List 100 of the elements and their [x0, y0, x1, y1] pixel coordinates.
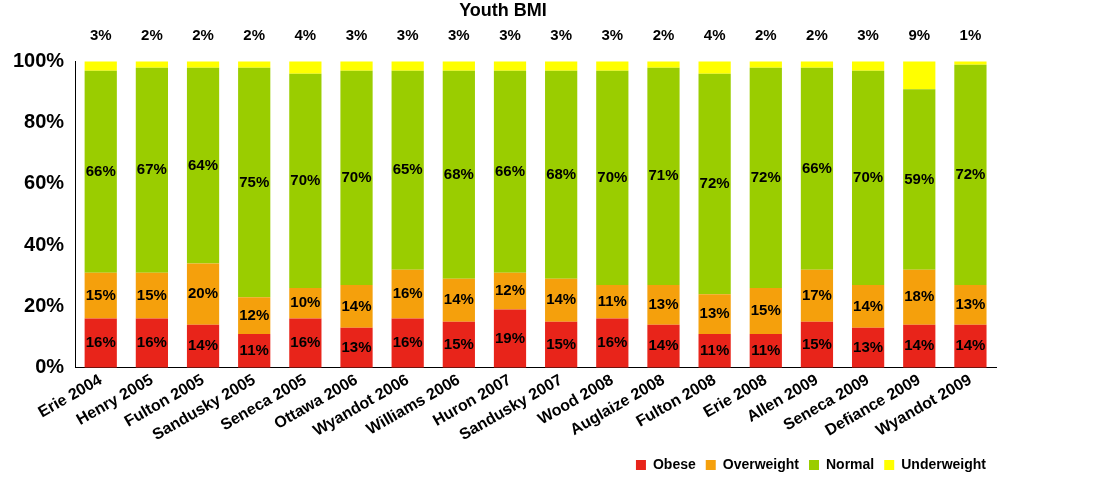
bar [493, 309, 527, 368]
legend-label: Normal [825, 455, 875, 472]
data-label: 11% [239, 340, 269, 358]
y-tick-label: 80% [24, 110, 65, 133]
data-label: 3% [448, 26, 470, 44]
bar [647, 61, 680, 68]
y-tick-label: 20% [24, 293, 65, 316]
data-label: 16% [597, 333, 628, 351]
bar [289, 73, 322, 289]
data-label: 2% [243, 26, 266, 44]
data-label: 14% [443, 290, 474, 308]
bar [442, 61, 475, 71]
data-label: 14% [955, 336, 986, 354]
data-label: 64% [188, 155, 219, 173]
legend-label: Obese [652, 455, 696, 472]
bar [800, 61, 834, 68]
bar [749, 67, 782, 289]
data-label: 13% [955, 294, 986, 312]
data-label: 3% [345, 26, 368, 44]
data-label: 2% [652, 26, 675, 44]
bar [186, 67, 220, 264]
data-label: 2% [806, 26, 828, 44]
bar [800, 67, 834, 270]
bar [545, 61, 578, 71]
bar [135, 67, 168, 273]
y-tick-label: 0% [35, 355, 65, 378]
bar [596, 70, 629, 285]
bar [238, 67, 271, 298]
bar [84, 61, 117, 71]
data-label: 15% [750, 301, 781, 319]
bar [84, 70, 117, 273]
data-label: 70% [290, 171, 321, 189]
bar [903, 89, 936, 270]
data-label: 3% [499, 26, 521, 44]
data-label: 16% [85, 333, 116, 351]
data-label: 11% [751, 340, 781, 358]
data-label: 67% [136, 160, 167, 178]
data-label: 3% [396, 26, 419, 44]
data-label: 71% [648, 166, 679, 184]
data-label: 14% [188, 336, 219, 354]
bar [186, 61, 220, 68]
data-label: 13% [648, 294, 679, 312]
bar [340, 61, 373, 71]
data-label: 15% [136, 285, 167, 303]
bar [851, 61, 885, 71]
data-label: 14% [853, 296, 884, 314]
data-label: 13% [853, 337, 884, 355]
data-label: 18% [904, 287, 935, 305]
data-label: 12% [494, 281, 526, 299]
data-label: 3% [857, 26, 879, 44]
bar [545, 70, 578, 279]
data-label: 14% [546, 290, 577, 308]
data-label: 16% [290, 333, 321, 351]
y-tick-label: 100% [13, 49, 65, 72]
bar [493, 70, 527, 273]
y-tick-label: 60% [24, 171, 65, 194]
bar [493, 61, 527, 71]
data-label: 16% [136, 333, 167, 351]
data-label: 10% [290, 293, 321, 311]
data-label: 15% [85, 285, 116, 303]
data-label: 68% [443, 164, 474, 182]
data-label: 65% [392, 160, 423, 178]
bar [851, 70, 885, 285]
data-label: 72% [699, 174, 730, 192]
data-label: 14% [341, 296, 372, 314]
bar [903, 61, 936, 90]
data-label: 17% [801, 285, 832, 303]
data-label: 2% [141, 26, 163, 44]
data-label: 3% [550, 26, 572, 44]
data-label: 59% [904, 169, 935, 187]
data-label: 15% [546, 334, 577, 352]
data-label: 75% [239, 172, 270, 190]
bar [954, 61, 987, 65]
data-label: 12% [239, 305, 270, 323]
data-label: 13% [699, 304, 730, 322]
data-label: 20% [188, 284, 219, 302]
data-label: 66% [85, 161, 116, 179]
data-label: 4% [703, 26, 726, 44]
bar [954, 64, 987, 285]
data-label: 19% [494, 328, 526, 346]
data-label: 11% [700, 340, 730, 358]
data-label: 2% [192, 26, 214, 44]
data-label: 68% [546, 164, 577, 182]
data-label: 2% [754, 26, 777, 44]
bar [340, 70, 373, 285]
data-label: 16% [392, 284, 423, 302]
data-label: 9% [908, 26, 931, 44]
data-label: 72% [750, 168, 781, 186]
data-label: 1% [959, 26, 982, 44]
data-label: 66% [801, 158, 832, 176]
data-label: 15% [801, 334, 832, 352]
data-label: 14% [648, 336, 679, 354]
data-label: 70% [341, 168, 372, 186]
data-label: 66% [494, 161, 526, 179]
data-label: 15% [443, 334, 474, 352]
legend-label: Overweight [722, 455, 800, 472]
bar [289, 61, 322, 74]
y-tick-label: 40% [24, 232, 65, 255]
chart-title: Youth BMI [459, 0, 547, 20]
legend-label: Underweight [901, 455, 987, 472]
